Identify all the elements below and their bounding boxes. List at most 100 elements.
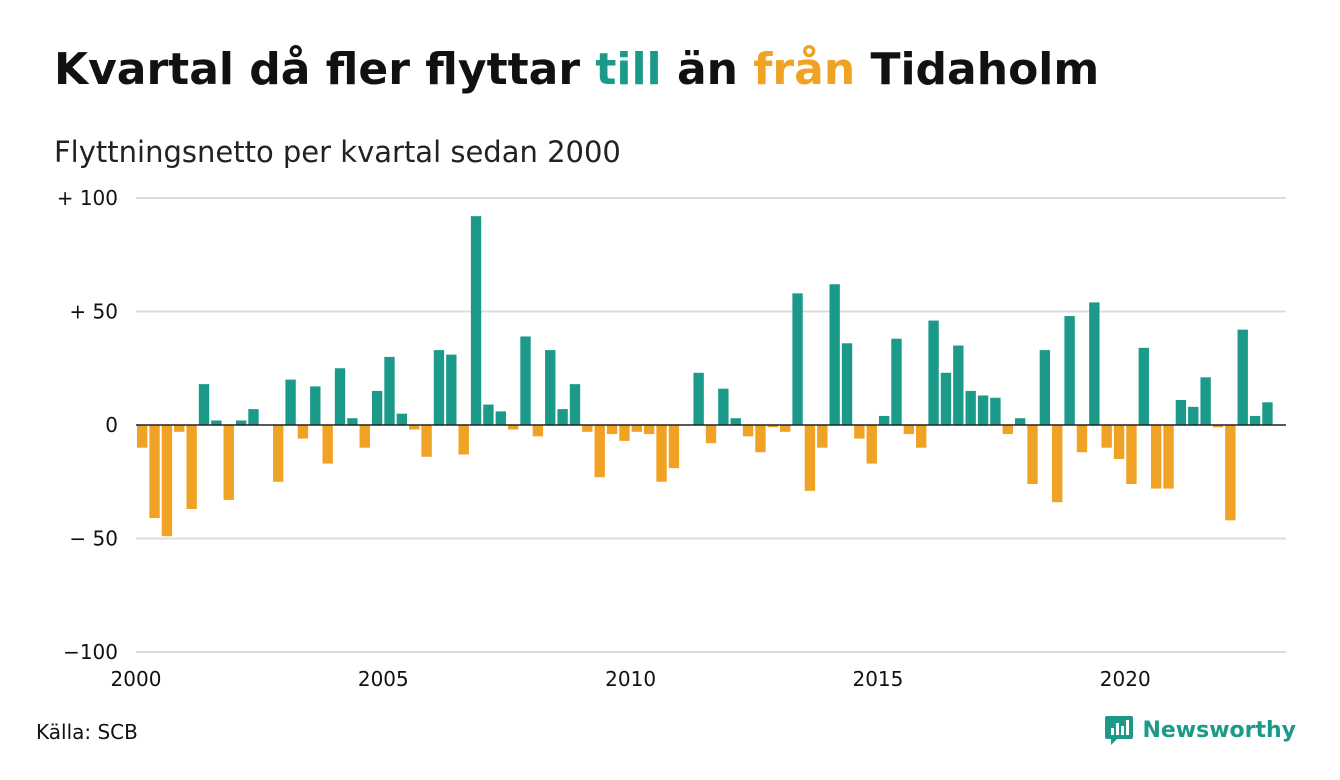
bar <box>161 425 173 537</box>
title-keyword-fran: från <box>753 44 856 95</box>
brand[interactable]: Newsworthy <box>1104 714 1296 746</box>
bar <box>940 372 952 425</box>
title-part-2: än <box>661 44 754 95</box>
bar <box>1150 425 1162 489</box>
bar <box>619 425 630 441</box>
bar <box>1089 302 1100 425</box>
bar <box>594 425 605 478</box>
bar <box>841 343 853 425</box>
bar <box>780 425 791 432</box>
bar <box>569 384 581 425</box>
bars <box>137 216 1273 537</box>
x-tick-label: 2005 <box>358 667 409 691</box>
bar <box>483 404 494 425</box>
y-tick-label: + 100 <box>57 186 118 210</box>
chart-subtitle: Flyttningsnetto per kvartal sedan 2000 <box>54 135 621 169</box>
bar <box>1225 425 1236 521</box>
bar <box>297 425 309 439</box>
bar <box>643 425 655 435</box>
x-tick-label: 2000 <box>111 667 162 691</box>
bar <box>359 425 370 448</box>
bar <box>248 409 259 425</box>
bar <box>1101 425 1112 448</box>
y-tick-label: + 50 <box>69 300 118 324</box>
bar <box>829 284 840 425</box>
bar <box>718 388 729 425</box>
bar <box>977 395 989 425</box>
bar <box>322 425 333 464</box>
x-tick-label: 2015 <box>852 667 903 691</box>
title-part-3: Tidaholm <box>855 44 1100 95</box>
bar <box>433 350 445 425</box>
bar <box>866 425 877 464</box>
bar <box>495 411 506 425</box>
bar <box>1138 347 1149 425</box>
bar <box>730 418 741 425</box>
bar <box>1052 425 1063 503</box>
bar <box>1113 425 1125 460</box>
bar <box>235 420 247 425</box>
bar <box>1262 402 1273 425</box>
bar-chart-speech-bubble-icon <box>1105 716 1134 745</box>
bar <box>804 425 816 491</box>
bar <box>507 425 519 430</box>
bar <box>198 384 210 425</box>
bar <box>174 425 185 432</box>
bar <box>1249 415 1261 425</box>
source-note: Källa: SCB <box>36 720 138 744</box>
bar <box>928 320 939 425</box>
y-axis-tick-labels: + 100 + 50 0 − 50 −100 <box>57 186 118 664</box>
bar <box>606 425 618 435</box>
bar <box>1163 425 1174 489</box>
x-tick-label: 2020 <box>1100 667 1151 691</box>
bar <box>409 425 420 430</box>
bar <box>878 415 890 425</box>
bar <box>384 356 395 425</box>
bar <box>891 338 902 425</box>
bar <box>285 379 296 425</box>
bar <box>854 425 865 439</box>
bar <box>582 425 593 432</box>
bar <box>903 425 915 435</box>
bar <box>446 354 457 425</box>
bar <box>965 390 976 425</box>
bar <box>211 420 222 425</box>
bar <box>1200 377 1211 425</box>
bar <box>458 425 469 455</box>
bar <box>1212 425 1224 428</box>
x-tick-label: 2010 <box>605 667 656 691</box>
bar <box>916 425 927 448</box>
bar <box>470 216 482 425</box>
bar <box>421 425 432 457</box>
title-keyword-till: till <box>595 44 662 95</box>
bar <box>953 345 964 425</box>
bar <box>334 368 346 425</box>
y-tick-label: −100 <box>63 640 118 664</box>
bar <box>1126 425 1137 485</box>
bar <box>273 425 284 482</box>
bar <box>817 425 828 448</box>
bar <box>693 372 704 425</box>
bar <box>223 425 234 500</box>
brand-name: Newsworthy <box>1142 717 1296 743</box>
bar <box>792 293 803 425</box>
title-part-1: Kvartal då fler flyttar <box>54 44 596 95</box>
bar <box>1175 400 1187 425</box>
bar <box>520 336 531 425</box>
bar <box>137 425 148 448</box>
bar <box>1237 329 1248 425</box>
bar <box>1039 350 1051 425</box>
x-axis-tick-labels: 2000 2005 2010 2015 2020 <box>111 667 1151 691</box>
bar <box>396 413 408 425</box>
bar <box>990 397 1001 425</box>
bar <box>1076 425 1088 453</box>
bar <box>1002 425 1013 435</box>
bar <box>371 390 383 425</box>
bar <box>767 425 779 428</box>
bar <box>186 425 197 509</box>
bar <box>1014 418 1026 425</box>
bar <box>557 409 568 425</box>
bar <box>1064 316 1075 425</box>
bar <box>310 386 321 425</box>
bar <box>755 425 766 453</box>
